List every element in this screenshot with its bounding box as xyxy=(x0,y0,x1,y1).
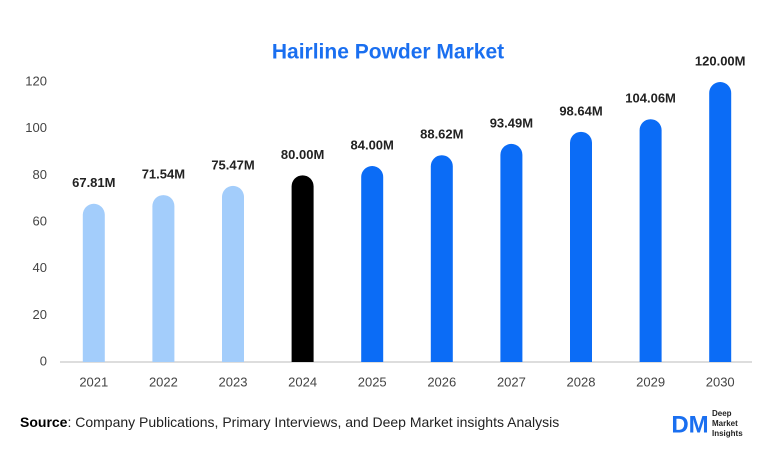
logo-mark: DM xyxy=(671,411,708,438)
bar xyxy=(82,203,105,362)
value-label: 98.64M xyxy=(559,103,602,118)
source-label: Source xyxy=(20,414,68,430)
value-label: 75.47M xyxy=(211,157,254,172)
bar xyxy=(430,155,453,362)
bar xyxy=(152,195,175,362)
logo-text: Market xyxy=(712,419,738,428)
bar xyxy=(291,175,314,362)
y-tick-label: 60 xyxy=(33,213,47,228)
value-label: 80.00M xyxy=(281,147,324,162)
x-tick-label: 2030 xyxy=(706,374,735,389)
y-tick-label: 100 xyxy=(25,120,47,135)
x-tick-label: 2022 xyxy=(149,374,178,389)
value-label: 93.49M xyxy=(490,115,533,130)
bar xyxy=(709,82,732,363)
y-tick-label: 0 xyxy=(40,353,47,368)
value-label: 84.00M xyxy=(351,137,394,152)
source-text: : Company Publications, Primary Intervie… xyxy=(67,414,559,430)
x-tick-label: 2021 xyxy=(79,374,108,389)
x-tick-label: 2027 xyxy=(497,374,526,389)
x-tick-label: 2028 xyxy=(567,374,596,389)
y-tick-label: 20 xyxy=(33,307,47,322)
chart-title: Hairline Powder Market xyxy=(272,41,504,64)
x-tick-label: 2026 xyxy=(427,374,456,389)
x-tick-label: 2029 xyxy=(636,374,665,389)
bar xyxy=(361,166,384,362)
x-tick-label: 2025 xyxy=(358,374,387,389)
logo-text: Deep xyxy=(712,409,732,418)
value-label: 120.00M xyxy=(695,53,746,68)
y-tick-label: 80 xyxy=(33,167,47,182)
x-tick-label: 2023 xyxy=(219,374,248,389)
value-label: 67.81M xyxy=(72,175,115,190)
bar xyxy=(639,119,662,362)
y-tick-label: 40 xyxy=(33,260,47,275)
logo-text: Insights xyxy=(712,429,743,438)
bar xyxy=(222,185,244,362)
x-tick-label: 2024 xyxy=(288,374,317,389)
bar xyxy=(500,143,523,362)
y-tick-label: 120 xyxy=(25,73,47,88)
bar xyxy=(570,131,592,362)
value-label: 104.06M xyxy=(625,91,676,106)
source: Source: Company Publications, Primary In… xyxy=(20,414,559,430)
value-label: 71.54M xyxy=(142,167,185,182)
value-label: 88.62M xyxy=(420,127,463,142)
